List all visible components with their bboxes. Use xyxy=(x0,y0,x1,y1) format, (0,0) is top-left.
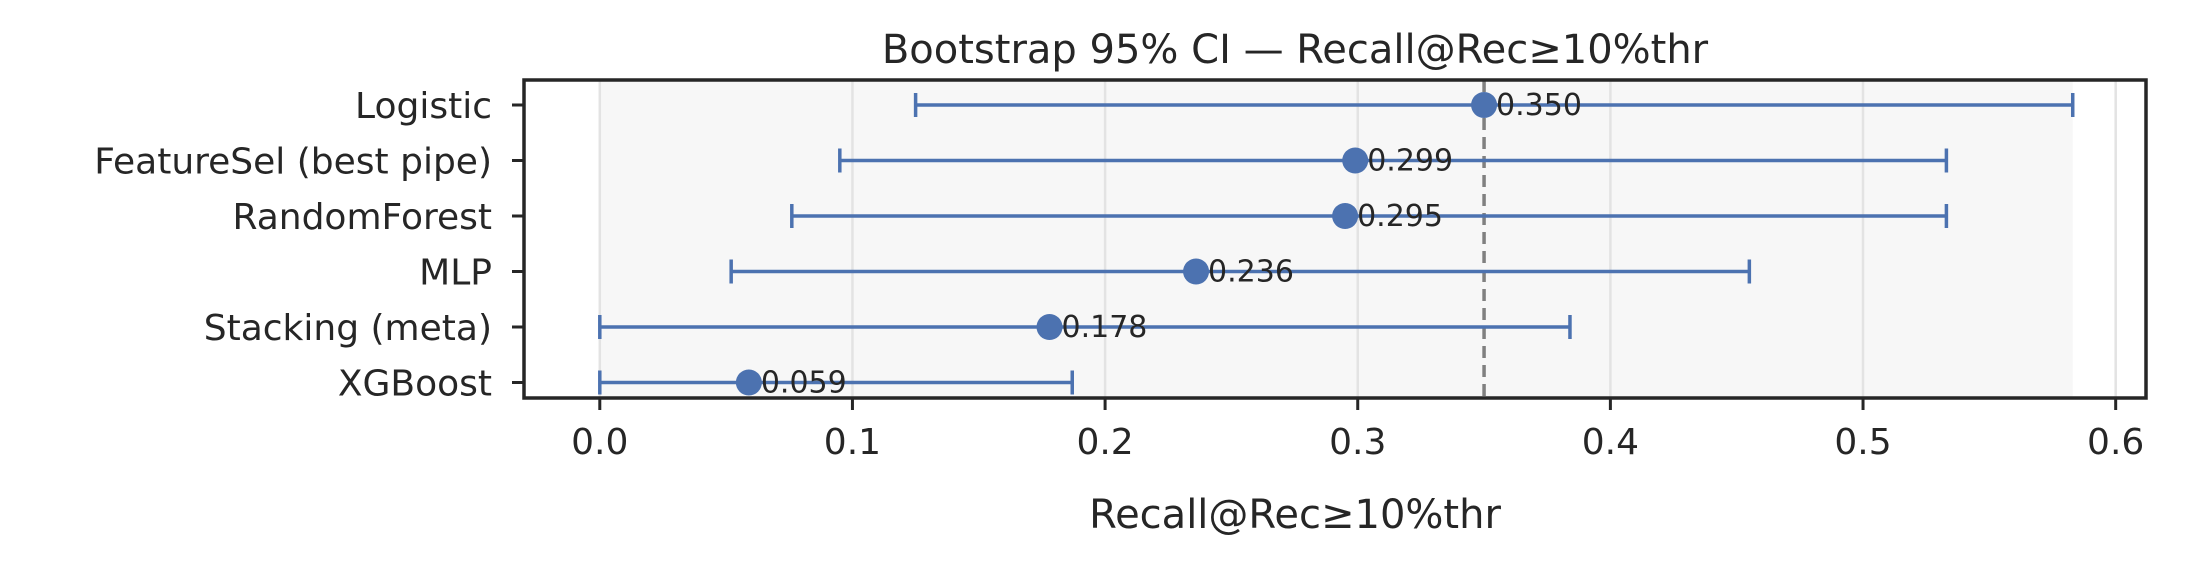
x-tick-label-0: 0.0 xyxy=(571,422,628,463)
chart-title: Bootstrap 95% CI — Recall@Rec≥10%thr xyxy=(882,27,1709,73)
plot-area: 0.350 Logistic 0.299 FeatureSel (best pipe)… xyxy=(94,78,2148,463)
y-tick-label-3: MLP xyxy=(419,253,492,294)
ci-range-band xyxy=(599,80,2073,398)
data-point-2 xyxy=(1332,203,1359,229)
data-point-3 xyxy=(1183,258,1210,285)
y-tick-label-1: FeatureSel (best pipe) xyxy=(94,142,492,183)
data-point-5 xyxy=(735,369,762,396)
y-tick-label-0: Logistic xyxy=(355,86,492,127)
y-tick-label-4: Stacking (meta) xyxy=(204,308,492,349)
x-tick-label-1: 0.1 xyxy=(824,422,881,463)
x-tick-label-6: 0.6 xyxy=(2087,422,2144,463)
x-tick-label-3: 0.3 xyxy=(1329,422,1386,463)
data-point-0 xyxy=(1471,92,1498,118)
data-point-4 xyxy=(1036,314,1063,340)
data-point-1 xyxy=(1342,147,1369,174)
y-tick-label-2: RandomForest xyxy=(232,197,492,238)
data-label-1: 0.299 xyxy=(1367,144,1453,179)
data-label-0: 0.350 xyxy=(1496,88,1582,123)
y-tick-label-5: XGBoost xyxy=(338,364,492,405)
axes-frame xyxy=(522,78,2148,400)
data-label-3: 0.236 xyxy=(1208,255,1294,290)
x-axis-label: Recall@Rec≥10%thr xyxy=(1089,492,1501,538)
data-label-2: 0.295 xyxy=(1357,199,1443,234)
x-tick-label-5: 0.5 xyxy=(1834,422,1891,463)
x-tick-label-4: 0.4 xyxy=(1582,422,1639,463)
data-label-5: 0.059 xyxy=(761,366,847,401)
data-label-4: 0.178 xyxy=(1062,310,1148,345)
x-tick-label-2: 0.2 xyxy=(1076,422,1133,463)
